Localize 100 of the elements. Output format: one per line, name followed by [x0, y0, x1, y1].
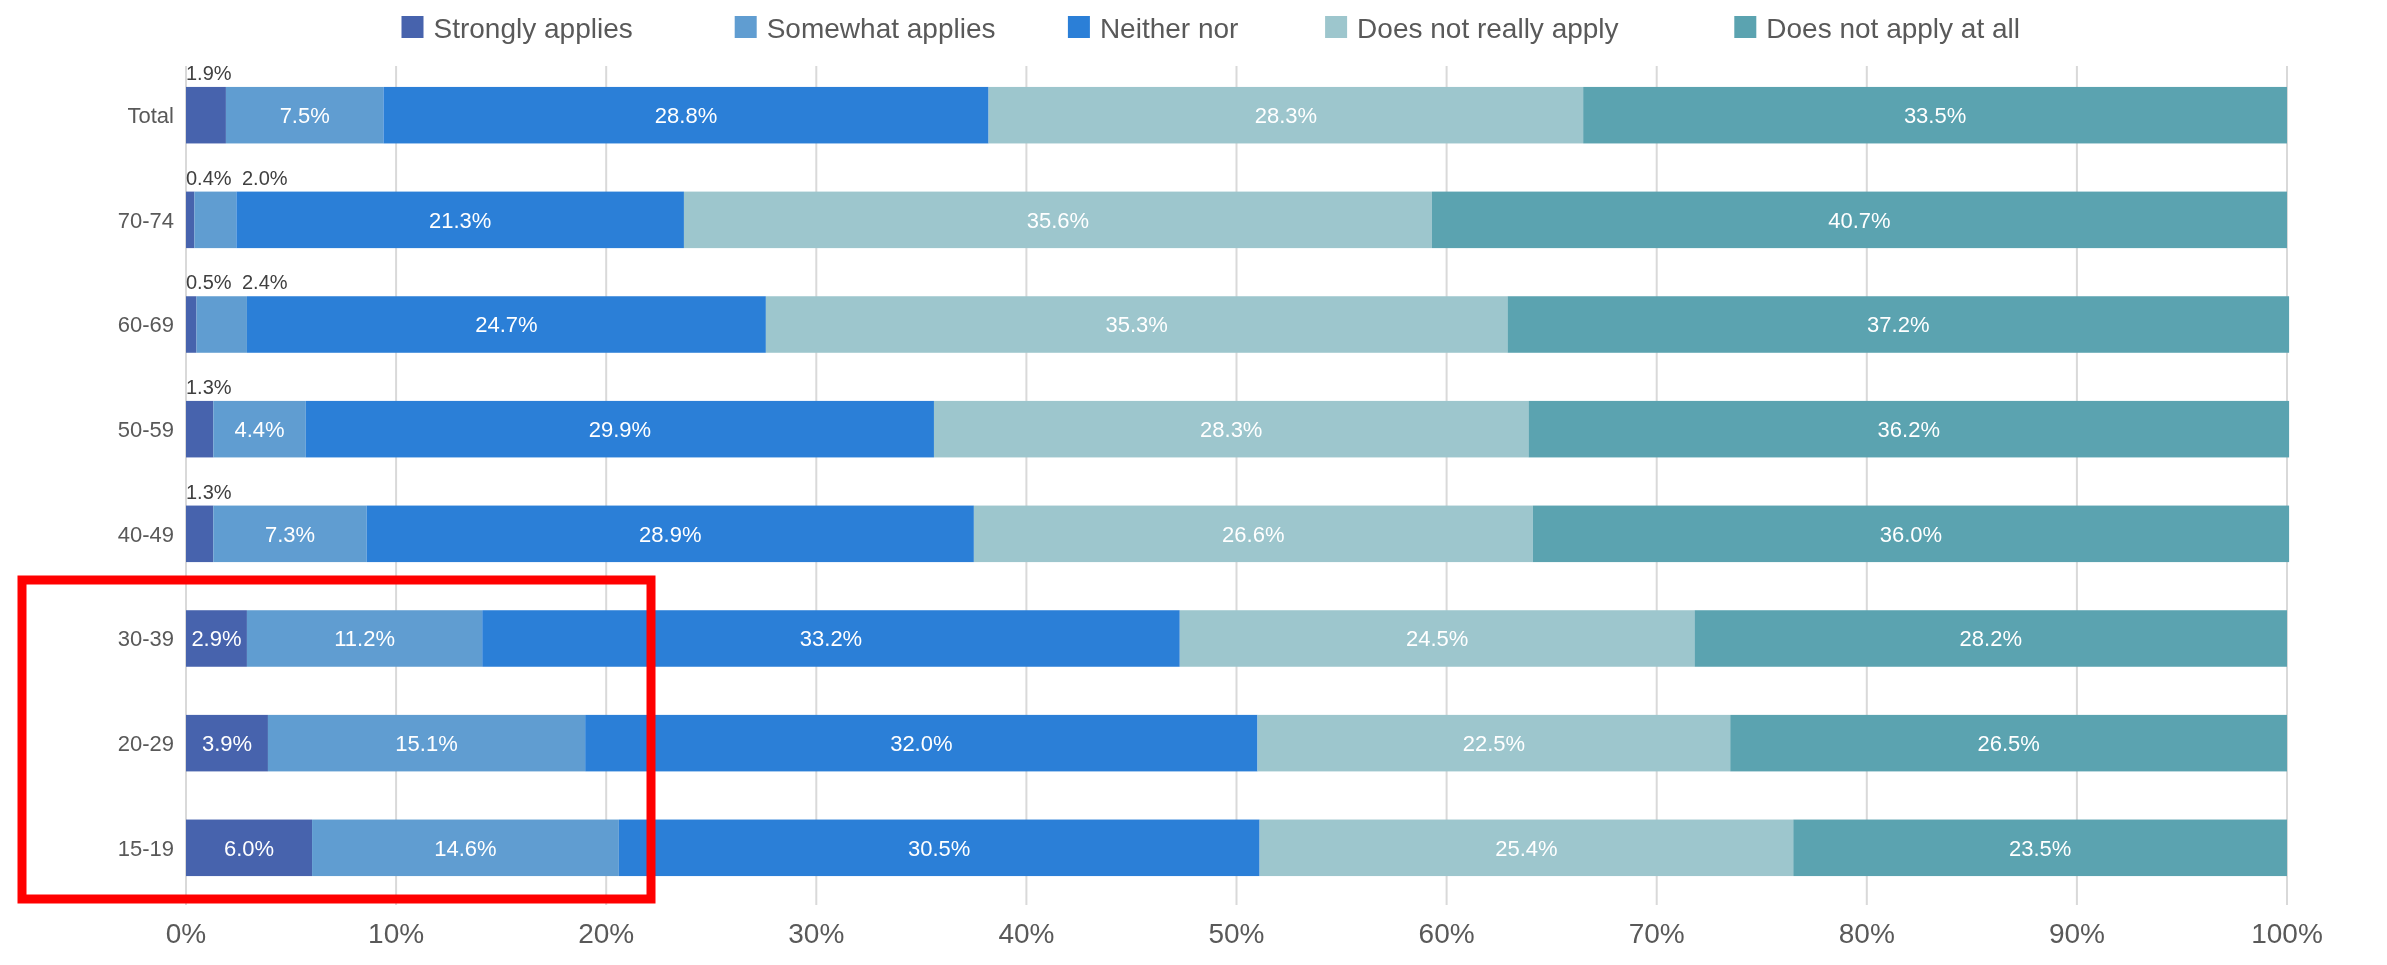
bar	[482, 610, 1180, 667]
data-label: 36.0%	[1879, 521, 1943, 547]
data-label: 28.9%	[639, 521, 702, 547]
y-tick-label: 60-69	[117, 312, 174, 338]
bar	[1793, 819, 2288, 877]
bar	[1259, 819, 1794, 877]
bar	[1257, 714, 1731, 772]
x-tick-label: 20%	[578, 918, 635, 949]
x-tick-label: 40%	[998, 918, 1055, 949]
x-tick-label: 90%	[2048, 918, 2105, 949]
data-label: 0.4%	[186, 166, 232, 189]
bar	[186, 610, 247, 667]
data-label: 2.0%	[242, 166, 288, 189]
bar	[196, 296, 247, 353]
data-label: 3.9%	[201, 730, 253, 756]
bar	[246, 610, 483, 667]
bar	[213, 505, 367, 563]
data-label: 26.5%	[1977, 730, 2040, 756]
bar	[186, 296, 197, 353]
data-label: 2.4%	[242, 271, 288, 294]
data-label: 7.3%	[264, 521, 316, 547]
data-label: 36.2%	[1877, 416, 1941, 442]
data-label: 26.6%	[1222, 521, 1285, 547]
data-label: 37.2%	[1867, 312, 1930, 338]
x-tick-label: 50%	[1208, 918, 1265, 949]
bar	[186, 819, 313, 877]
data-label: 1.3%	[186, 480, 232, 503]
x-tick-label: 70%	[1628, 918, 1685, 949]
legend-label: Somewhat applies	[766, 12, 996, 44]
y-tick-label: 15-19	[117, 835, 174, 861]
x-tick-label: 100%	[2251, 918, 2323, 949]
data-label: 4.4%	[234, 416, 285, 442]
bar	[1532, 505, 2290, 563]
data-label: 25.4%	[1495, 835, 1558, 861]
x-tick-label: 10%	[368, 918, 425, 949]
data-label: 15.1%	[395, 730, 458, 756]
x-tick-label: 30%	[788, 918, 845, 949]
data-label: 2.9%	[191, 626, 242, 652]
bar	[246, 296, 766, 353]
bar	[186, 714, 268, 772]
bar	[186, 191, 195, 249]
bar	[973, 505, 1533, 563]
data-label: 1.3%	[186, 375, 232, 398]
data-label: 23.5%	[2008, 835, 2072, 861]
data-label: 33.5%	[1903, 102, 1967, 128]
x-tick-label: 0%	[165, 918, 207, 949]
bar	[194, 191, 237, 249]
legend-label: Does not apply at all	[1766, 12, 2021, 44]
bar	[236, 191, 684, 249]
y-tick-label: 40-49	[117, 521, 174, 547]
y-tick-label: Total	[127, 102, 174, 128]
bar	[312, 819, 619, 877]
data-label: 30.5%	[908, 835, 971, 861]
bar	[186, 400, 214, 458]
bar	[1431, 191, 2287, 249]
data-label: 22.5%	[1462, 730, 1526, 756]
bar	[383, 86, 989, 144]
bar	[585, 714, 1258, 772]
bar	[618, 819, 1260, 877]
bar	[1694, 610, 2287, 667]
bar	[225, 86, 384, 144]
legend-label: Strongly applies	[433, 12, 633, 44]
y-tick-label: 30-39	[117, 626, 174, 652]
bar	[1179, 610, 1695, 667]
data-label: 24.5%	[1405, 626, 1469, 652]
data-label: 14.6%	[434, 835, 497, 861]
data-label: 21.3%	[428, 207, 492, 233]
data-label: 35.3%	[1105, 312, 1168, 338]
bar	[305, 400, 934, 458]
data-label: 6.0%	[223, 835, 275, 861]
bar	[988, 86, 1584, 144]
y-tick-label: 20-29	[117, 730, 174, 756]
data-label: 24.7%	[475, 312, 538, 338]
bar	[683, 191, 1432, 249]
data-label: 28.3%	[1200, 416, 1263, 442]
bar	[1583, 86, 2288, 144]
bar	[765, 296, 1508, 353]
bar	[1507, 296, 2290, 353]
bar	[366, 505, 974, 563]
bar	[1730, 714, 2287, 772]
data-label: 35.6%	[1026, 207, 1090, 233]
x-tick-label: 60%	[1418, 918, 1475, 949]
legend-label: Neither nor	[1099, 12, 1239, 44]
bar	[1528, 400, 2290, 458]
bar	[186, 86, 226, 144]
data-label: 28.8%	[654, 102, 718, 128]
data-label: 11.2%	[334, 626, 395, 652]
data-label: 40.7%	[1828, 207, 1891, 233]
data-label: 33.2%	[799, 626, 863, 652]
legend-label: Does not really apply	[1357, 12, 1619, 44]
y-tick-label: 70-74	[117, 207, 174, 233]
data-label: 28.3%	[1254, 102, 1318, 128]
bar	[933, 400, 1529, 458]
bar	[267, 714, 586, 772]
data-label: 0.5%	[186, 271, 232, 294]
y-tick-label: 50-59	[117, 416, 174, 442]
x-tick-label: 80%	[1838, 918, 1895, 949]
data-label: 32.0%	[890, 730, 953, 756]
data-label: 7.5%	[279, 102, 330, 128]
data-label: 28.2%	[1959, 626, 2022, 652]
